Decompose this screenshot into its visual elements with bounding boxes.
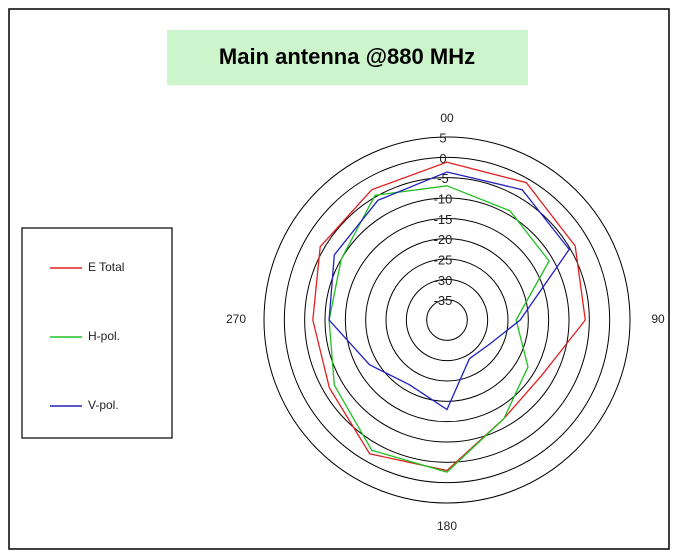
grid-circle — [283, 156, 611, 484]
legend-box — [21, 227, 173, 439]
series-line — [312, 161, 586, 472]
grid-circle — [263, 136, 631, 504]
grid-circle — [344, 217, 550, 423]
grid-circle — [426, 299, 468, 341]
r-tick-label: 0 — [439, 151, 446, 166]
r-tick-label: -25 — [434, 252, 453, 267]
grid-circle — [405, 278, 489, 362]
grid-circle — [304, 177, 590, 463]
theta-tick-label: 270 — [226, 312, 246, 326]
series-line — [328, 171, 571, 411]
theta-tick-label: 90 — [651, 312, 665, 326]
r-tick-label: -35 — [434, 293, 453, 308]
grid-circle — [324, 197, 570, 443]
r-tick-label: -20 — [434, 232, 453, 247]
legend-label: E Total — [88, 260, 124, 274]
r-tick-label: -5 — [437, 171, 449, 186]
grid-circle — [365, 238, 529, 402]
grid-circle — [385, 258, 509, 382]
theta-tick-label: 180 — [437, 519, 457, 533]
chart-title: Main antenna @880 MHz — [219, 44, 475, 69]
r-tick-label: -15 — [434, 212, 453, 227]
title-box — [167, 30, 528, 85]
legend-label: V-pol. — [88, 398, 119, 412]
series-line — [328, 185, 550, 473]
theta-tick-label: 00 — [440, 111, 454, 125]
r-tick-label: -30 — [434, 273, 453, 288]
r-tick-label: -10 — [434, 191, 453, 206]
r-tick-label: 5 — [439, 130, 446, 145]
legend-label: H-pol. — [88, 329, 120, 343]
